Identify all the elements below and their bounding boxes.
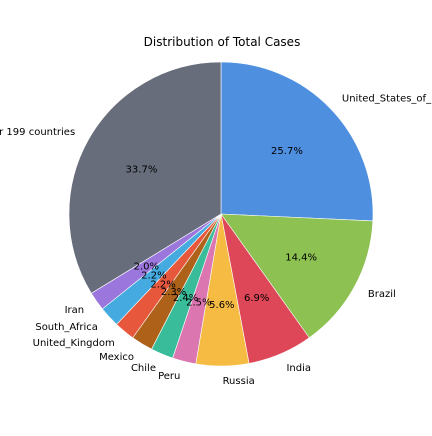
- slice-label: South_Africa: [35, 322, 98, 333]
- slice-label: Chile: [131, 363, 156, 374]
- slice-percent-label: 6.9%: [244, 293, 269, 304]
- slice-percent-label: 14.4%: [285, 253, 317, 264]
- slice-label: Brazil: [368, 289, 396, 300]
- slice-percent-label: 2.5%: [186, 297, 211, 308]
- slice-label: Mexico: [99, 352, 134, 363]
- slice-percent-label: 2.2%: [150, 279, 175, 290]
- slice-percent-label: 2.3%: [161, 287, 186, 298]
- slice-label: Peru: [158, 371, 180, 382]
- slice-percent-label: 25.7%: [271, 146, 303, 157]
- slice-label: Iran: [65, 305, 85, 316]
- slice-label: Russia: [223, 376, 255, 387]
- slice-label: India: [286, 363, 311, 374]
- pie-slice: [68, 61, 222, 294]
- pie-slice: [220, 61, 374, 222]
- slice-percent-label: 5.6%: [209, 300, 234, 311]
- slice-percent-label: 33.7%: [126, 164, 158, 175]
- slice-percent-label: 2.2%: [141, 271, 166, 282]
- pie-slice: [220, 213, 374, 339]
- slice-label: United_States_of_...: [342, 93, 432, 104]
- slice-percent-label: 2.0%: [134, 261, 159, 272]
- slice-percent-label: 2.4%: [173, 293, 198, 304]
- slice-label: Other 199 countries: [0, 127, 75, 138]
- chart-title: Distribution of Total Cases: [144, 35, 301, 49]
- slice-label: United_Kingdom: [33, 338, 115, 349]
